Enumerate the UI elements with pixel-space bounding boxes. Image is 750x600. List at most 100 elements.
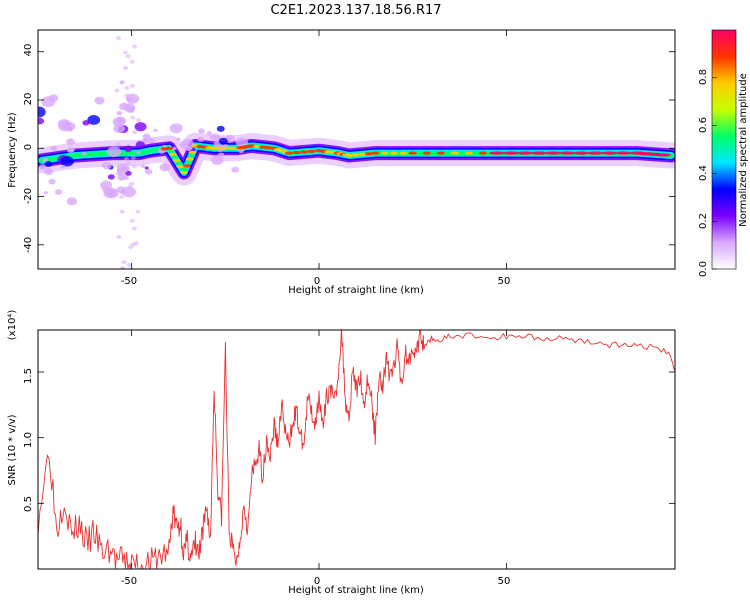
spectrogram-peak (168, 152, 177, 156)
spectrogram-peak (478, 151, 487, 155)
spectrogram-blob (206, 131, 212, 136)
spectrogram-blob (119, 80, 125, 85)
spectrogram-blob (48, 178, 56, 185)
spectrogram-blob (171, 146, 177, 151)
snr-panel: -50 0 50 Height of straight line (km) 0.… (7, 310, 676, 596)
spectrogram-blob (123, 156, 129, 161)
spectrogram-blob (44, 161, 53, 167)
spectrogram-blob (176, 137, 181, 141)
spectrogram-blob (217, 152, 225, 158)
spectrogram-blob (38, 106, 46, 118)
spectrogram-blob (100, 180, 113, 190)
snr-plot-area (38, 330, 675, 569)
spectrogram-y-tick-label: -20 (23, 188, 34, 204)
spectrogram-peak (489, 151, 506, 155)
spectrogram-blob (130, 115, 136, 120)
spectrogram-blob (169, 123, 183, 134)
snr-y-axis-label: SNR (10 * v/v) (7, 414, 18, 485)
spectrogram-blob (114, 88, 120, 93)
colorbar-tick-label: 0.8 (698, 69, 709, 85)
spectrogram-blob (116, 235, 122, 240)
spectrogram-peak (545, 151, 562, 155)
spectrogram-blob (50, 146, 57, 151)
colorbar-label: Normalized spectral amplitude (738, 73, 749, 227)
spectrogram-blob (129, 59, 135, 64)
spectrogram-blob (135, 141, 146, 149)
spectrogram-blob (60, 156, 74, 167)
spectrogram-blob (106, 146, 122, 158)
snr-x-tick-label: -50 (121, 576, 137, 587)
spectrogram-heatmap (38, 36, 675, 269)
spectrogram-blob (136, 118, 142, 123)
spectrogram-blob (116, 142, 122, 147)
spectrogram-blob (43, 191, 48, 195)
spectrogram-peak (464, 151, 473, 155)
snr-y-tick-label: 0.5 (23, 496, 34, 512)
spectrogram-y-axis-label: Frequency (Hz) (7, 112, 18, 188)
spectrogram-peak (210, 146, 219, 150)
spectrogram-ticks (38, 30, 675, 269)
snr-x-tick-label: 0 (314, 576, 320, 587)
spectrogram-blob (125, 166, 131, 171)
spectrogram-blob (130, 155, 136, 160)
spectrogram-blob (38, 117, 45, 125)
spectrogram-blob (102, 186, 110, 193)
spectrogram-blob (132, 130, 138, 135)
spectrogram-peak (182, 164, 191, 168)
spectrogram-blob (101, 162, 112, 170)
spectrogram-peak (176, 164, 185, 168)
spectrogram-blob (210, 155, 224, 165)
spectrogram-blob (82, 120, 90, 126)
spectrogram-blob (124, 86, 130, 91)
spectrogram-blob (125, 170, 132, 176)
spectrogram-blob (113, 124, 125, 133)
spectrogram-blob (144, 168, 153, 175)
spectrogram-peak (358, 152, 367, 156)
spectrogram-blob (198, 128, 205, 134)
spectrogram-peak (503, 151, 520, 155)
spectrogram-peak (180, 170, 189, 175)
spectrogram-peak (307, 149, 316, 153)
spectrogram-peak (380, 151, 389, 155)
spectrogram-blob (127, 184, 133, 189)
spectrogram-peak (654, 153, 671, 157)
spectrogram-blob (60, 165, 66, 169)
spectrogram-blob (210, 133, 221, 142)
spectrogram-y-tick-label: -40 (23, 237, 34, 253)
spectrogram-blob (134, 122, 147, 132)
spectrogram-blob (132, 44, 138, 49)
spectrogram-blob (119, 189, 126, 195)
spectrogram-blob (131, 164, 137, 169)
colorbar-tick-label: 0.0 (698, 261, 709, 277)
spectrogram-peak (185, 157, 194, 161)
spectrogram-blob (131, 226, 137, 231)
spectrogram-blob (107, 174, 115, 180)
spectrogram-peak (226, 146, 235, 150)
spectrogram-blob (144, 166, 149, 170)
spectrogram-peak (215, 146, 224, 150)
spectrogram-peak (450, 151, 459, 155)
spectrogram-blob (135, 209, 141, 214)
spectrogram-peak (221, 146, 230, 150)
spectrogram-frame (37, 29, 676, 270)
spectrogram-x-tick-label: 50 (498, 276, 511, 287)
spectrogram-blob (81, 151, 87, 156)
spectrogram-blob (142, 133, 151, 140)
spectrogram-blob (119, 209, 125, 214)
spectrogram-blob (218, 137, 228, 145)
spectrogram-blob (48, 94, 59, 102)
snr-series-line (38, 330, 675, 569)
spectrogram-peak (517, 151, 534, 155)
spectrogram-blob (231, 166, 239, 173)
spectrogram-blob (129, 218, 135, 223)
spectrogram-peak (172, 158, 181, 162)
spectrogram-blob (142, 138, 149, 144)
spectrogram-blob (237, 148, 245, 154)
spectrogram-blob (124, 176, 130, 181)
snr-frame (37, 329, 676, 570)
spectrogram-y-tick-label: 40 (23, 44, 34, 57)
spectrogram-blob (216, 125, 225, 132)
spectrogram-blob (125, 54, 131, 59)
spectrogram-peak (300, 150, 309, 154)
colorbar-tick-label: 0.2 (698, 213, 709, 229)
